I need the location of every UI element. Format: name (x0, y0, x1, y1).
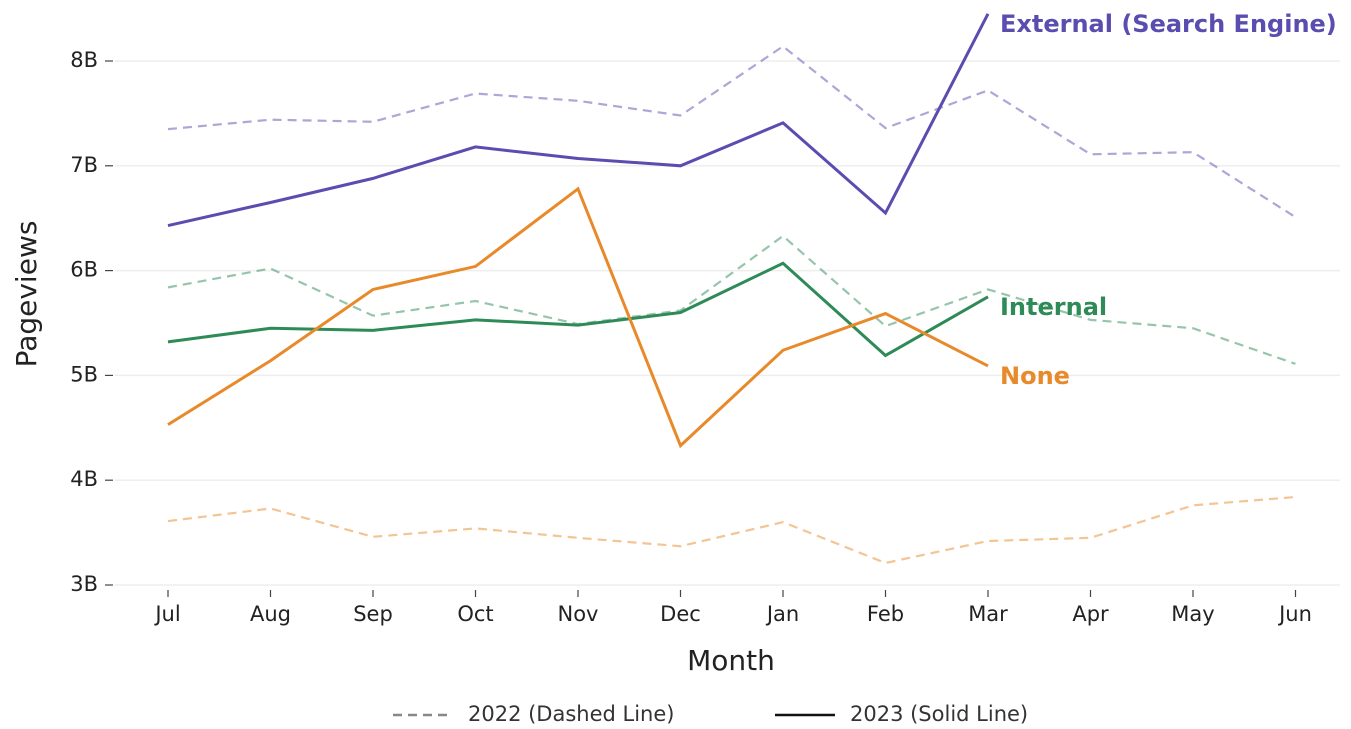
line-2022 (167, 234, 1296, 365)
x-tick-label: May (1171, 602, 1214, 626)
x-tick-label: Sep (353, 602, 393, 626)
y-tick-label: 3B (70, 572, 98, 596)
y-tick-label: 5B (70, 362, 98, 386)
series-label: External (Search Engine) (1000, 10, 1337, 38)
x-tick-label: Jun (1277, 602, 1312, 626)
x-tick-label: Feb (867, 602, 904, 626)
x-axis-label: Month (687, 644, 775, 677)
y-tick-label: 8B (70, 48, 98, 72)
legend-label: 2022 (Dashed Line) (468, 702, 674, 726)
series-label: None (1000, 362, 1070, 390)
x-tick-label: Oct (457, 602, 493, 626)
x-tick-label: Mar (968, 602, 1008, 626)
line-2022 (167, 495, 1296, 565)
x-tick-label: Aug (250, 602, 291, 626)
x-tick-label: Jul (153, 602, 180, 626)
y-tick-label: 4B (70, 467, 98, 491)
line-2023 (167, 13, 990, 227)
series-label: Internal (1000, 293, 1107, 321)
y-tick-label: 7B (70, 153, 98, 177)
legend-label: 2023 (Solid Line) (850, 702, 1028, 726)
line-2022 (167, 44, 1297, 219)
x-tick-label: Apr (1072, 602, 1109, 626)
x-tick-label: Jan (765, 602, 799, 626)
x-tick-label: Nov (558, 602, 599, 626)
x-tick-label: Dec (660, 602, 701, 626)
line-2023 (167, 186, 989, 449)
y-axis-label: Pageviews (10, 221, 43, 368)
y-tick-label: 6B (70, 258, 98, 282)
